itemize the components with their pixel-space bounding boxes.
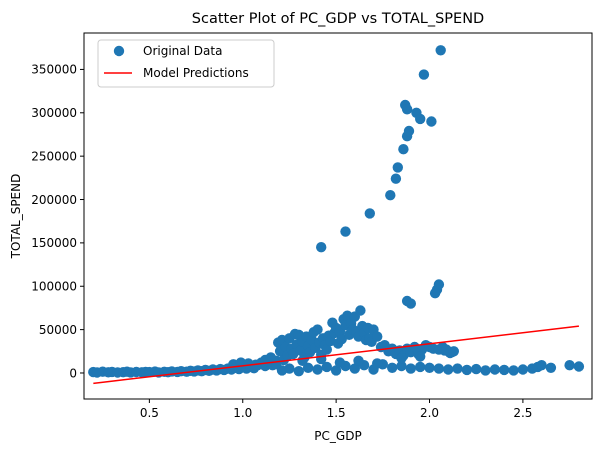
data-point [364,208,375,219]
data-point [355,305,366,316]
data-point [398,144,409,155]
data-point [293,366,304,377]
data-point [443,364,454,375]
data-point [424,362,435,373]
data-point [396,353,407,364]
data-point [385,190,396,201]
data-point [564,360,575,371]
y-tick-label: 150000 [31,236,77,250]
data-point [334,357,346,368]
data-point [452,363,463,374]
data-point [387,362,398,373]
data-point [499,364,510,376]
model-prediction-line [93,325,580,385]
x-axis-ticks: 0.5 1.0 1.5 2.0 2.5 [140,399,532,420]
data-point [372,331,383,342]
data-point [433,363,445,374]
x-tick-label: 1.5 [327,406,346,420]
y-axis-ticks: 0 50000 100000 150000 200000 250000 300000 3500… [31,63,84,380]
data-point [489,364,501,375]
data-point [401,104,413,115]
data-point [302,362,314,373]
plot-area [88,45,585,385]
data-point [312,324,323,335]
y-tick-label: 200000 [31,193,77,207]
y-tick-label: 250000 [31,149,77,163]
legend-box [97,39,275,88]
x-tick-label: 2.5 [513,406,532,420]
data-point [403,125,415,137]
data-point [392,162,403,173]
data-point [316,242,327,253]
data-point [415,113,426,125]
data-point [396,360,407,372]
data-point [435,45,446,56]
data-point [330,365,342,376]
data-point [372,358,383,369]
x-tick-label: 1.0 [233,406,252,420]
data-point [415,361,426,373]
y-tick-label: 0 [69,366,77,380]
legend-label-model-predictions: Model Predictions [143,66,249,80]
y-tick-label: 300000 [31,106,77,120]
data-point [353,355,364,366]
x-axis-label: PC_GDP [314,429,361,443]
data-point [508,365,519,376]
y-tick-label: 50000 [39,323,77,337]
data-point [321,361,332,373]
data-point [321,344,332,355]
y-tick-label: 100000 [31,280,77,294]
data-point [545,362,557,373]
data-point [573,361,585,372]
data-point [517,364,529,375]
data-point [405,298,416,309]
legend-marker-original-data [113,45,125,57]
data-point [284,363,295,374]
data-point [340,226,351,237]
data-point [349,363,360,374]
data-point [471,363,482,375]
data-point [265,352,276,363]
data-point [390,173,402,184]
data-point [536,360,547,371]
data-point [461,364,473,376]
data-point [426,116,437,127]
x-tick-label: 2.0 [420,406,439,420]
y-tick-label: 350000 [31,63,77,77]
legend: Original Data Model Predictions [97,39,275,88]
data-point [336,334,347,345]
data-point [312,364,323,375]
plot-frame [83,32,593,400]
x-tick-label: 0.5 [140,406,159,420]
data-point [418,69,430,80]
data-point [405,363,416,374]
data-point [297,355,308,366]
data-point [433,279,445,290]
y-axis-label: TOTAL_SPEND [9,174,23,260]
data-point [448,346,459,357]
legend-label-original-data: Original Data [143,44,222,58]
data-point [480,365,491,376]
chart-title: Scatter Plot of PC_GDP vs TOTAL_SPEND [192,11,484,27]
data-point [415,351,426,362]
